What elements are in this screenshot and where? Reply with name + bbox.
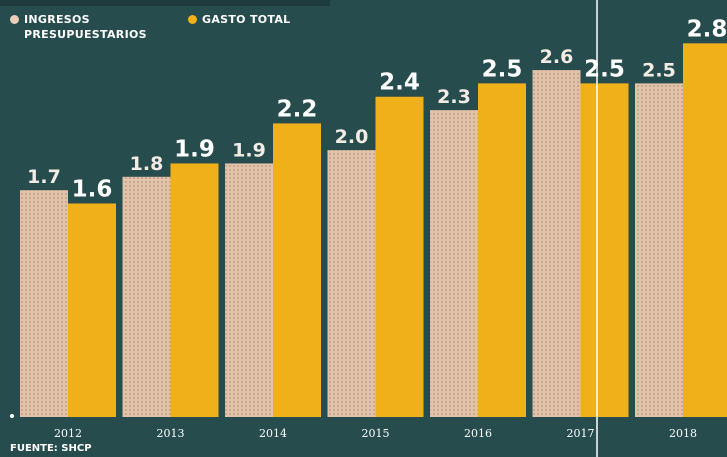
data-label-gasto-2016: 2.5 — [482, 56, 523, 82]
data-label-ingresos-2015: 2.0 — [335, 126, 369, 148]
legend-gasto-label: GASTO TOTAL — [202, 13, 291, 26]
bar-ingresos-2016 — [430, 110, 478, 417]
bar-gasto-2018 — [683, 43, 727, 418]
data-label-ingresos-2014: 1.9 — [232, 139, 266, 161]
bar-ingresos-2012 — [20, 190, 68, 417]
bar-ingresos-2018 — [635, 83, 683, 418]
data-label-gasto-2015: 2.4 — [379, 70, 420, 96]
data-label-ingresos-2012: 1.7 — [27, 166, 61, 188]
data-label-gasto-2013: 1.9 — [174, 136, 215, 162]
x-tick-label-2018: 2018 — [669, 427, 697, 440]
data-label-ingresos-2018: 2.5 — [642, 59, 676, 81]
legend-ingresos: INGRESOS PRESUPUESTARIOS — [10, 12, 147, 42]
x-tick-label-2013: 2013 — [157, 427, 185, 440]
ingresos-legend-dot-icon — [10, 15, 19, 24]
bar-ingresos-2015 — [327, 150, 376, 417]
source-note: FUENTE: SHCP — [10, 443, 92, 454]
data-label-ingresos-2017: 2.6 — [540, 46, 574, 68]
bar-gasto-2017 — [580, 83, 629, 418]
bar-ingresos-2013 — [122, 176, 171, 417]
data-label-gasto-2012: 1.6 — [72, 176, 113, 202]
legend-ingresos-label-1: INGRESOS — [24, 13, 90, 26]
x-tick-label-2017: 2017 — [567, 427, 595, 440]
bar-ingresos-2014 — [225, 163, 273, 417]
x-tick-label-2016: 2016 — [464, 427, 492, 440]
x-tick-label-2015: 2015 — [362, 427, 390, 440]
bar-gasto-2014 — [273, 123, 321, 418]
legend-ingresos-label-2: PRESUPUESTARIOS — [24, 28, 147, 41]
header-strip — [0, 0, 330, 6]
bar-gasto-2015 — [375, 96, 424, 418]
bar-gasto-2013 — [170, 163, 219, 417]
bar-gasto-2016 — [478, 83, 526, 418]
x-tick-label-2014: 2014 — [259, 427, 287, 440]
x-tick-label-2012: 2012 — [54, 427, 82, 440]
gasto-legend-dot-icon — [188, 15, 197, 24]
data-label-gasto-2014: 2.2 — [277, 96, 318, 122]
baseline-origin-dot — [10, 414, 14, 418]
data-label-ingresos-2016: 2.3 — [437, 86, 471, 108]
data-label-gasto-2018: 2.8 — [687, 16, 727, 42]
data-label-ingresos-2013: 1.8 — [130, 153, 164, 175]
legend-gasto: GASTO TOTAL — [188, 12, 290, 27]
bar-ingresos-2017 — [532, 70, 581, 417]
data-label-gasto-2017: 2.5 — [584, 56, 625, 82]
bar-gasto-2012 — [68, 203, 116, 417]
